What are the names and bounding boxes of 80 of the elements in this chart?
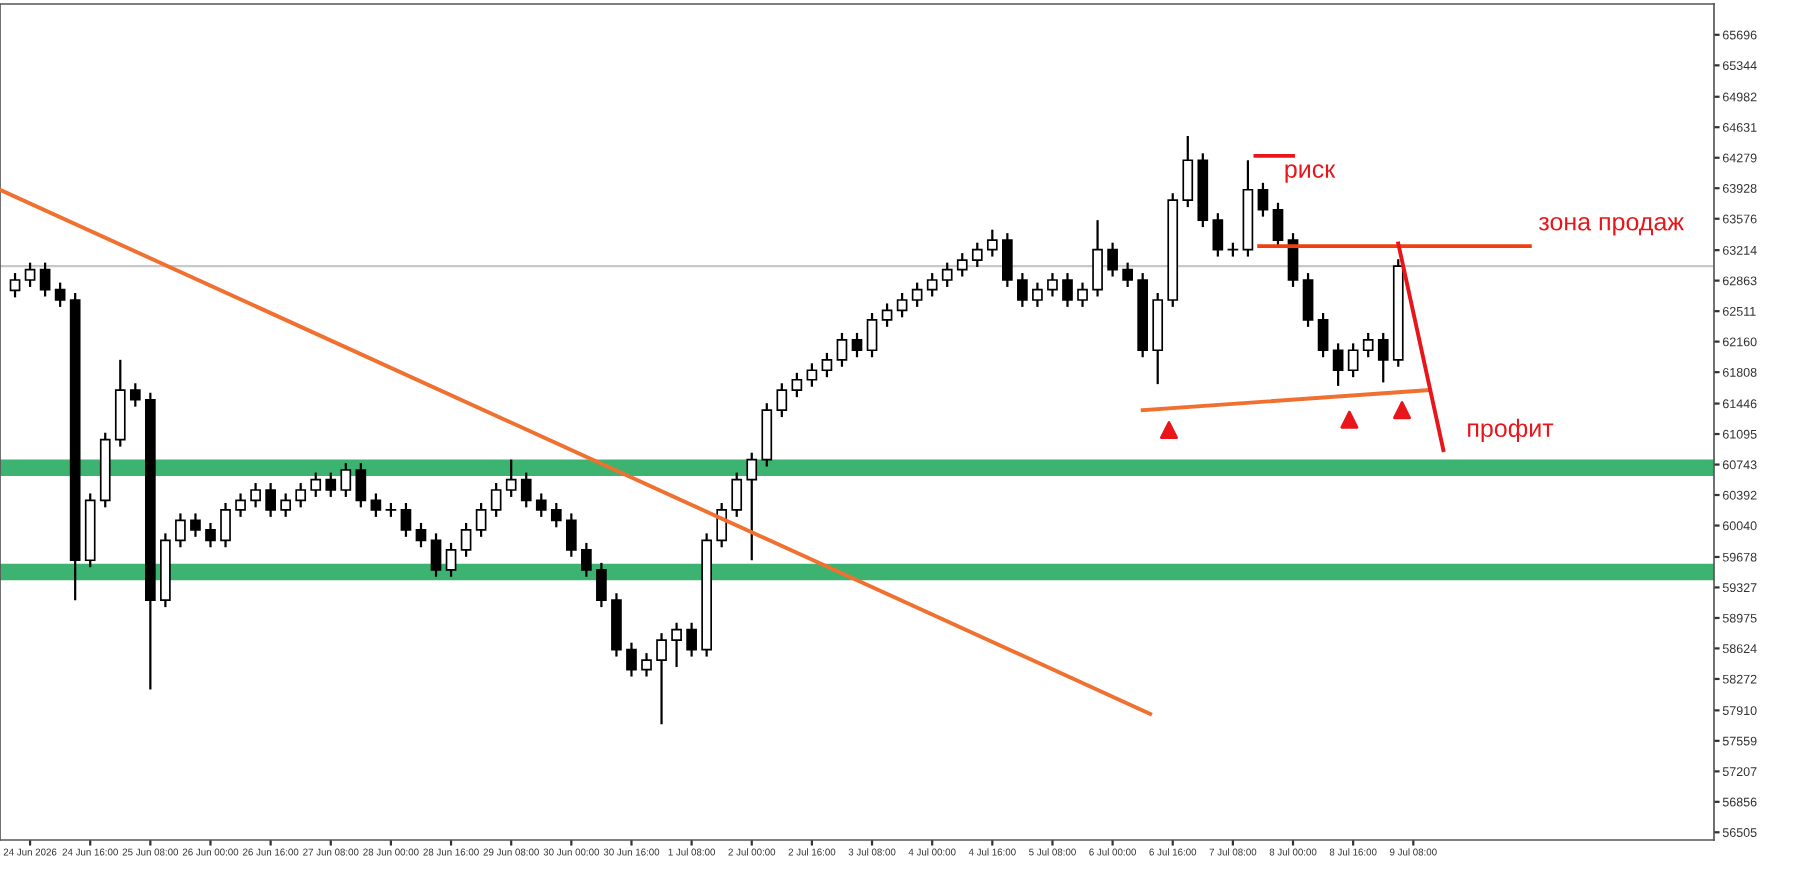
candlestick — [1272, 201, 1284, 249]
candlestick — [791, 371, 803, 399]
candlestick — [776, 382, 788, 419]
candlestick — [1212, 212, 1224, 258]
candlestick — [1062, 271, 1073, 309]
candlestick — [881, 302, 893, 328]
candlestick — [1347, 342, 1359, 379]
candlestick — [656, 632, 667, 726]
candlestick — [806, 362, 818, 388]
candlestick — [205, 521, 216, 549]
candlestick — [896, 291, 908, 319]
candlestick — [1302, 271, 1314, 328]
point — [1159, 421, 1178, 440]
candlestick — [565, 512, 577, 558]
candlestick — [39, 261, 51, 298]
candlestick — [866, 311, 878, 359]
candlestick — [9, 271, 21, 299]
candlestick — [1377, 331, 1389, 384]
candlestick — [986, 228, 998, 258]
candlestick — [295, 481, 307, 509]
candlestick — [1122, 261, 1133, 289]
point — [1393, 401, 1412, 420]
candlestick — [54, 281, 66, 309]
candlestick — [220, 501, 231, 549]
candlestick — [956, 252, 968, 278]
candlestick — [581, 541, 592, 578]
candlestick — [520, 471, 532, 509]
candlestick — [415, 521, 427, 549]
annotation: риск — [1285, 164, 1336, 183]
point — [1340, 410, 1359, 429]
candlestick — [325, 471, 337, 499]
candlestick — [129, 382, 141, 408]
candlestick — [851, 331, 863, 359]
candlestick — [490, 481, 502, 518]
candlestick — [235, 492, 246, 518]
candlestick — [1257, 181, 1269, 218]
candlestick — [550, 501, 562, 529]
candlestick — [310, 471, 322, 499]
candlestick — [641, 651, 652, 678]
candlestick — [340, 461, 352, 499]
candlestick — [1332, 342, 1344, 387]
candlestick — [430, 532, 442, 578]
candlestick — [1032, 281, 1043, 309]
annotation: зона продаж — [1538, 216, 1684, 236]
candlestick — [1077, 281, 1088, 309]
candlestick — [911, 281, 923, 309]
candlestick — [175, 512, 186, 549]
candlestick — [460, 521, 472, 558]
candlestick — [280, 492, 292, 518]
candlestick — [1182, 134, 1194, 209]
candlestick — [731, 471, 743, 518]
candlestick — [250, 481, 261, 509]
candlestick — [505, 458, 517, 499]
candlestick — [821, 351, 833, 379]
candlestick — [1362, 331, 1374, 359]
candlestick — [445, 541, 457, 578]
candlestick — [971, 241, 983, 269]
candlestick — [1317, 311, 1329, 359]
candlestick — [1017, 271, 1028, 309]
candlestick — [400, 501, 412, 538]
candlestick — [190, 512, 201, 538]
candlestick — [535, 492, 547, 518]
candlestick — [370, 492, 382, 518]
candlestick — [1002, 232, 1013, 289]
candlestick — [1107, 241, 1118, 278]
candlestick — [686, 621, 697, 658]
candlestick — [265, 481, 276, 518]
candlestick — [1047, 271, 1058, 298]
candlestick — [941, 261, 953, 289]
candlestick — [836, 331, 848, 368]
candlestick — [355, 461, 367, 509]
candlestick — [671, 621, 682, 669]
candlestick — [1092, 219, 1103, 298]
candlestick — [746, 451, 758, 562]
candlestick — [24, 261, 36, 289]
candlestick — [926, 271, 938, 298]
candlestick — [475, 501, 487, 538]
candlestick — [626, 641, 637, 678]
annotation: профит — [1468, 418, 1554, 443]
candlestick — [596, 561, 607, 609]
